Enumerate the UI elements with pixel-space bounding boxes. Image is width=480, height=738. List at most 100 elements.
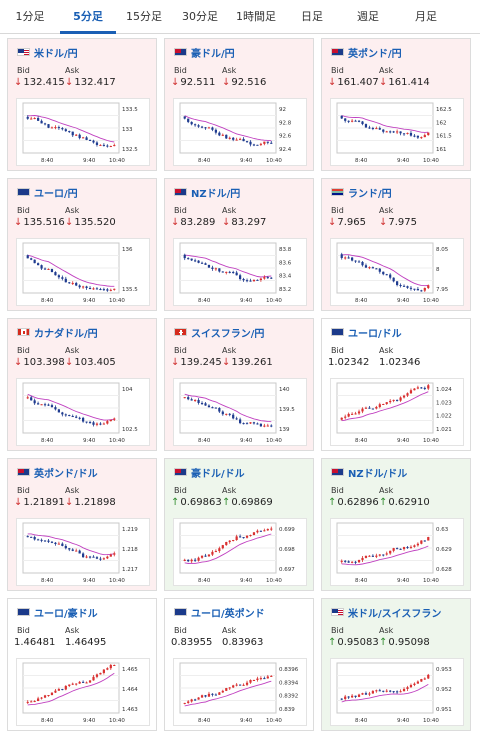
chart-panel[interactable]: 136 135.5 8:40 9:40 10:40 [16,238,150,306]
tab-1h[interactable]: 1時間足 [236,10,276,23]
ask-value: ↓161.414 [379,77,430,88]
chart-panel[interactable]: 0.953 0.952 0.951 8:40 9:40 10:40 [330,658,464,726]
pair-name[interactable]: 米ドル/スイスフラン [348,608,442,620]
chart-panel[interactable]: 8.05 8 7.95 8:40 9:40 10:40 [330,238,464,306]
candle-body [399,548,402,550]
pair-name[interactable]: 米ドル/円 [34,48,78,60]
pair-name[interactable]: 英ポンド/ドル [34,468,98,480]
tab-5m[interactable]: 5分足 [60,0,116,34]
pair-title-link[interactable]: 英ポンド/ドル [17,466,98,480]
candle-body [232,272,235,274]
ask-label: Ask [379,346,394,355]
candle-body [183,702,186,704]
pair-title-link[interactable]: 米ドル/円 [17,46,78,60]
ask-label: Ask [65,486,80,495]
candle-body [228,271,231,273]
candle-body [245,280,249,282]
chart-panel[interactable]: 133.5 133 132.5 8:40 9:40 10:40 [16,98,150,166]
pair-name[interactable]: カナダドル/円 [34,328,98,340]
arrow-down-icon: ↓ [328,217,337,228]
candle-body [270,425,273,427]
y-tick-label: 8.05 [436,247,449,253]
candle-body [54,127,57,129]
pair-title-link[interactable]: 英ポンド/円 [331,46,402,60]
pair-title-link[interactable]: 米ドル/スイスフラン [331,606,442,620]
candle-body [385,690,388,692]
candle-body [371,128,374,130]
candle-body [378,268,381,272]
pair-title-link[interactable]: ユーロ/円 [17,186,78,200]
ask-value-text: 0.62910 [388,497,430,508]
ask-value-text: 103.405 [74,357,116,368]
pair-name[interactable]: スイスフラン/円 [191,328,265,340]
candle-body [409,685,413,688]
pair-title-link[interactable]: ランド/円 [331,186,392,200]
candle-body [344,560,347,562]
pair-title-link[interactable]: 豪ドル/円 [174,46,235,60]
chart-panel[interactable]: 162.5 162 161.5 161 8:40 9:40 10:40 [330,98,464,166]
pair-name[interactable]: ランド/円 [348,188,392,200]
pair-title-link[interactable]: ユーロ/英ポンド [174,606,265,620]
pair-name[interactable]: NZドル/円 [191,188,241,200]
chart-panel[interactable]: 0.699 0.698 0.697 8:40 9:40 10:40 [173,518,307,586]
candle-body [406,132,409,134]
candle-body [396,131,399,133]
candle-body [68,282,71,284]
tab-day[interactable]: 日足 [301,10,323,23]
candle-body [409,546,413,548]
candle-body [26,116,29,119]
chart-panel[interactable]: 140 139.5 139 8:40 9:40 10:40 [173,378,307,446]
pair-title-link[interactable]: NZドル/円 [174,186,241,200]
candle-body [270,675,273,677]
chart-panel[interactable]: 1.465 1.464 1.463 8:40 9:40 10:40 [16,658,150,726]
chart-panel[interactable]: 1.219 1.218 1.217 8:40 9:40 10:40 [16,518,150,586]
pair-name[interactable]: 英ポンド/円 [348,48,402,60]
y-tick-label: 0.951 [436,707,452,713]
tab-30m[interactable]: 30分足 [182,10,218,23]
pair-title-link[interactable]: 豪ドル/ドル [174,466,245,480]
tab-month[interactable]: 月足 [415,10,437,23]
x-tick-label: 9:40 [83,158,96,164]
tab-15m[interactable]: 15分足 [126,10,162,23]
pair-title-link[interactable]: NZドル/ドル [331,466,408,480]
x-tick-label: 8:40 [355,578,368,584]
candle-body [263,678,266,680]
x-tick-label: 9:40 [83,298,96,304]
candle-body [368,555,371,557]
pair-name[interactable]: ユーロ/英ポンド [191,608,265,620]
y-tick-label: 0.953 [436,667,452,673]
candle-body [371,555,374,557]
bid-value-text: 0.83955 [171,637,213,648]
pair-title-link[interactable]: ユーロ/ドル [331,326,402,340]
ask-label: Ask [379,626,394,635]
bid-value: ↓139.245 [171,357,222,368]
candle-body [88,422,92,424]
tab-week[interactable]: 週足 [357,10,379,23]
candle-body [113,418,116,420]
candle-body [26,397,29,399]
pair-title-link[interactable]: スイスフラン/円 [174,326,265,340]
pair-title-link[interactable]: ユーロ/豪ドル [17,606,98,620]
y-tick-label: 102.5 [122,427,138,433]
candle-body [214,694,217,696]
price-chart: 1.024 1.023 1.022 1.021 8:40 9:40 10:40 [336,382,452,444]
candle-body [392,277,395,282]
chart-panel[interactable]: 1.024 1.023 1.022 1.021 8:40 9:40 10:40 [330,378,464,446]
pair-name[interactable]: 豪ドル/円 [191,48,235,60]
candle-body [263,141,266,144]
chart-panel[interactable]: 0.8396 0.8394 0.8392 0.839 8:40 9:40 10:40 [173,658,307,726]
chart-panel[interactable]: 92 92.8 92.6 92.4 8:40 9:40 10:40 [173,98,307,166]
chart-panel[interactable]: 0.63 0.629 0.628 8:40 9:40 10:40 [330,518,464,586]
chart-panel[interactable]: 83.8 83.6 83.4 83.2 8:40 9:40 10:40 [173,238,307,306]
pair-name[interactable]: 豪ドル/ドル [191,468,245,480]
candle-body [423,387,426,389]
pair-title-link[interactable]: カナダドル/円 [17,326,98,340]
tab-1m[interactable]: 1分足 [15,10,45,23]
pair-name[interactable]: NZドル/ドル [348,468,408,480]
candle-body [218,408,221,412]
pair-name[interactable]: ユーロ/豪ドル [34,608,98,620]
chart-panel[interactable]: 104 102.5 8:40 9:40 10:40 [16,378,150,446]
candle-body [375,690,378,692]
pair-name[interactable]: ユーロ/ドル [348,328,402,340]
pair-name[interactable]: ユーロ/円 [34,188,78,200]
